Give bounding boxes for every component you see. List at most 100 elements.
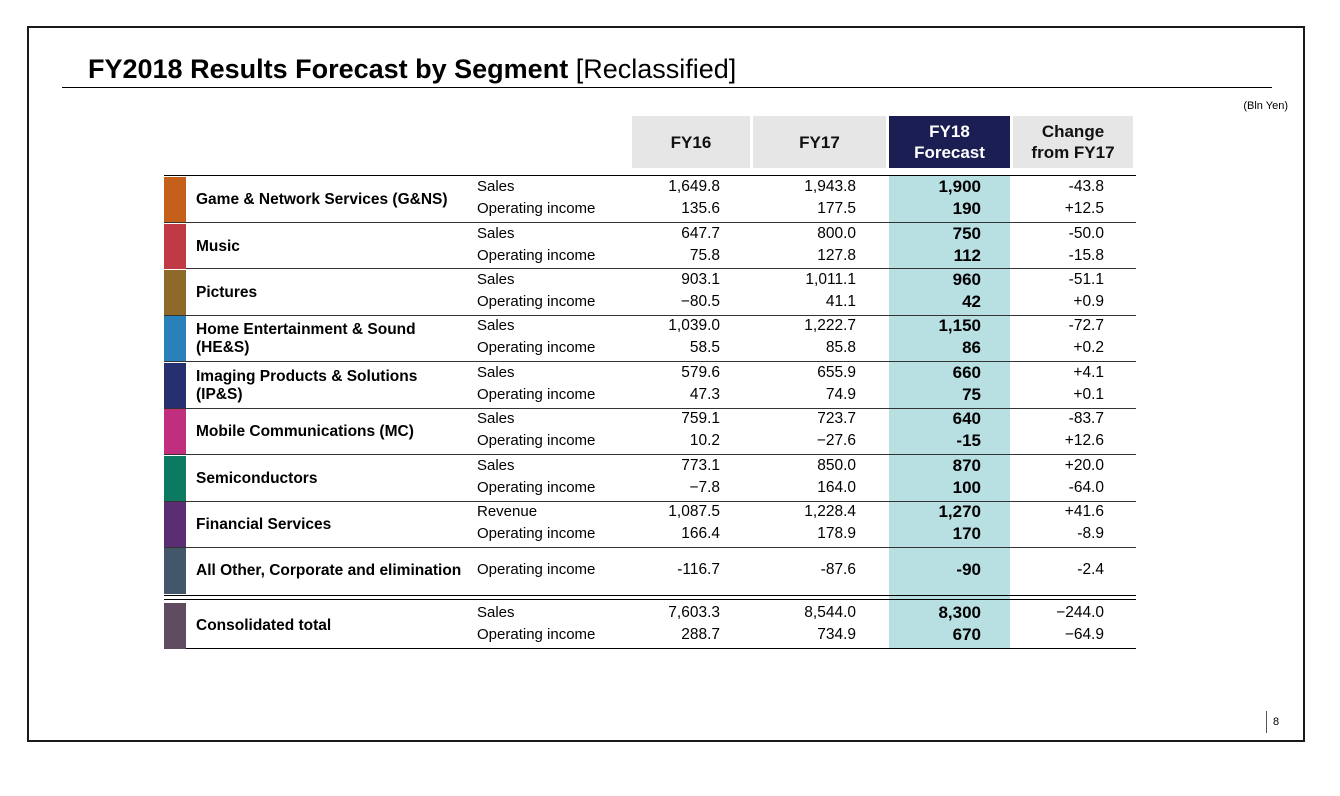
value-fy18-forecast: 750 xyxy=(952,224,981,243)
table-rule xyxy=(164,222,1136,223)
value-fy17: 177.5 xyxy=(817,200,856,217)
value-fy18-forecast: 42 xyxy=(962,292,981,311)
value-fy16: 759.1 xyxy=(681,410,720,427)
value-change: +0.1 xyxy=(1073,386,1104,403)
segment-row: All Other, Corporate and elimination Oper… xyxy=(164,548,1136,594)
segment-row: Semiconductors Sales 773.1 850.0 870 +20.0 Ope… xyxy=(164,456,1136,501)
value-fy16: 647.7 xyxy=(681,225,720,242)
value-change: −64.9 xyxy=(1064,626,1104,643)
title-main: FY2018 Results Forecast by Segment xyxy=(88,54,569,84)
segment-name: Imaging Products & Solutions (IP&S) xyxy=(196,367,418,403)
metric-label: Sales xyxy=(477,410,515,427)
table-rule xyxy=(164,361,1136,362)
title-sub: [Reclassified] xyxy=(575,54,737,84)
segment-row: Consolidated total Sales 7,603.3 8,544.0 8,3… xyxy=(164,603,1136,649)
value-fy18-forecast: 670 xyxy=(952,625,981,644)
value-change: -15.8 xyxy=(1068,247,1104,264)
metric-label: Operating income xyxy=(477,293,596,310)
value-change: -50.0 xyxy=(1068,225,1104,242)
value-fy16: 166.4 xyxy=(681,525,720,542)
segment-row: Music Sales 647.7 800.0 750 -50.0 Operating in… xyxy=(164,224,1136,269)
table-rule xyxy=(164,175,1136,176)
metric-label: Sales xyxy=(477,457,515,474)
value-fy17: -87.6 xyxy=(820,561,856,578)
header-fy18-line2: Forecast xyxy=(914,143,985,162)
value-change: -8.9 xyxy=(1077,525,1104,542)
value-fy17: 734.9 xyxy=(817,626,856,643)
value-fy18-forecast: 112 xyxy=(953,246,981,265)
metric-label: Operating income xyxy=(477,525,596,542)
table-rule xyxy=(164,408,1136,409)
segment-name: Home Entertainment & Sound (HE&S) xyxy=(196,320,416,356)
value-fy18-forecast: 640 xyxy=(952,409,981,428)
table-rule xyxy=(164,268,1136,269)
metric-label: Revenue xyxy=(477,503,538,520)
value-fy16: −80.5 xyxy=(680,293,720,310)
segment-name: Music xyxy=(196,237,240,255)
segment-color-bar xyxy=(164,502,186,547)
value-change: −244.0 xyxy=(1056,604,1104,621)
metric-label: Operating income xyxy=(477,479,596,496)
value-change: +0.2 xyxy=(1073,339,1104,356)
segment-name: Consolidated total xyxy=(196,617,332,634)
header-fy18-forecast: FY18 Forecast xyxy=(889,116,1010,168)
value-fy18-forecast: 660 xyxy=(952,363,981,382)
segment-color-bar xyxy=(164,177,186,222)
value-fy16: 1,039.0 xyxy=(668,317,720,334)
header-fy18-line1: FY18 xyxy=(929,122,970,141)
value-change: +41.6 xyxy=(1064,503,1104,520)
segment-row: Pictures Sales 903.1 1,011.1 960 -51.1 Operati… xyxy=(164,270,1136,315)
value-fy18-forecast: 960 xyxy=(952,270,981,289)
slide-frame xyxy=(27,26,1305,742)
segment-row: Mobile Communications (MC) Sales 759.1 723.… xyxy=(164,409,1136,454)
value-change: +12.6 xyxy=(1064,432,1104,449)
value-fy18-forecast: 870 xyxy=(952,456,981,475)
value-change: +0.9 xyxy=(1073,293,1104,310)
segment-name: Financial Services xyxy=(196,515,332,533)
value-fy16: 75.8 xyxy=(689,247,720,264)
segment-color-bar xyxy=(164,456,186,501)
metric-label: Operating income xyxy=(477,339,596,356)
value-fy18-forecast: -15 xyxy=(956,431,981,450)
value-change: -83.7 xyxy=(1068,410,1104,427)
value-fy17: 85.8 xyxy=(825,339,856,356)
segment-color-bar xyxy=(164,270,186,315)
value-fy17: 1,011.1 xyxy=(805,271,856,288)
header-change: Change from FY17 xyxy=(1013,116,1133,168)
value-fy18-forecast: 75 xyxy=(962,385,981,404)
header-fy17: FY17 xyxy=(753,116,886,168)
metric-label: Operating income xyxy=(477,432,596,449)
segment-name: Mobile Communications (MC) xyxy=(196,422,414,440)
segment-color-bar xyxy=(164,363,186,408)
header-fy16-label: FY16 xyxy=(670,132,712,152)
value-fy16: 579.6 xyxy=(681,364,720,381)
value-change: +20.0 xyxy=(1064,457,1104,474)
header-change-line1: Change xyxy=(1041,122,1105,141)
value-fy17: 1,228.4 xyxy=(804,503,856,520)
value-fy18-forecast: 8,300 xyxy=(938,603,981,622)
fy18-highlight-column xyxy=(889,175,1010,648)
table-rule xyxy=(164,454,1136,455)
table-rule xyxy=(164,501,1136,502)
value-fy17: 41.1 xyxy=(825,293,856,310)
value-fy16: 773.1 xyxy=(681,457,720,474)
value-fy16: 10.2 xyxy=(689,432,720,449)
segment-color-bar xyxy=(164,603,186,649)
value-fy18-forecast: 170 xyxy=(952,524,981,543)
value-fy16: 7,603.3 xyxy=(668,604,720,621)
value-fy17: 127.8 xyxy=(817,247,856,264)
value-fy17: 164.0 xyxy=(817,479,856,496)
value-change: -2.4 xyxy=(1077,561,1104,578)
segment-color-bar xyxy=(164,409,186,454)
value-change: +4.1 xyxy=(1073,364,1104,381)
title-underline xyxy=(62,87,1272,88)
value-fy17: 1,222.7 xyxy=(804,317,856,334)
table-rule xyxy=(164,648,1136,649)
segment-color-bar xyxy=(164,316,186,361)
value-fy16: 1,649.8 xyxy=(668,178,720,195)
value-fy16: −7.8 xyxy=(689,479,720,496)
metric-label: Sales xyxy=(477,364,515,381)
value-change: -43.8 xyxy=(1068,178,1104,195)
metric-label: Operating income xyxy=(477,200,596,217)
segment-row: Home Entertainment & Sound (HE&S) Sales 1,… xyxy=(164,316,1136,361)
